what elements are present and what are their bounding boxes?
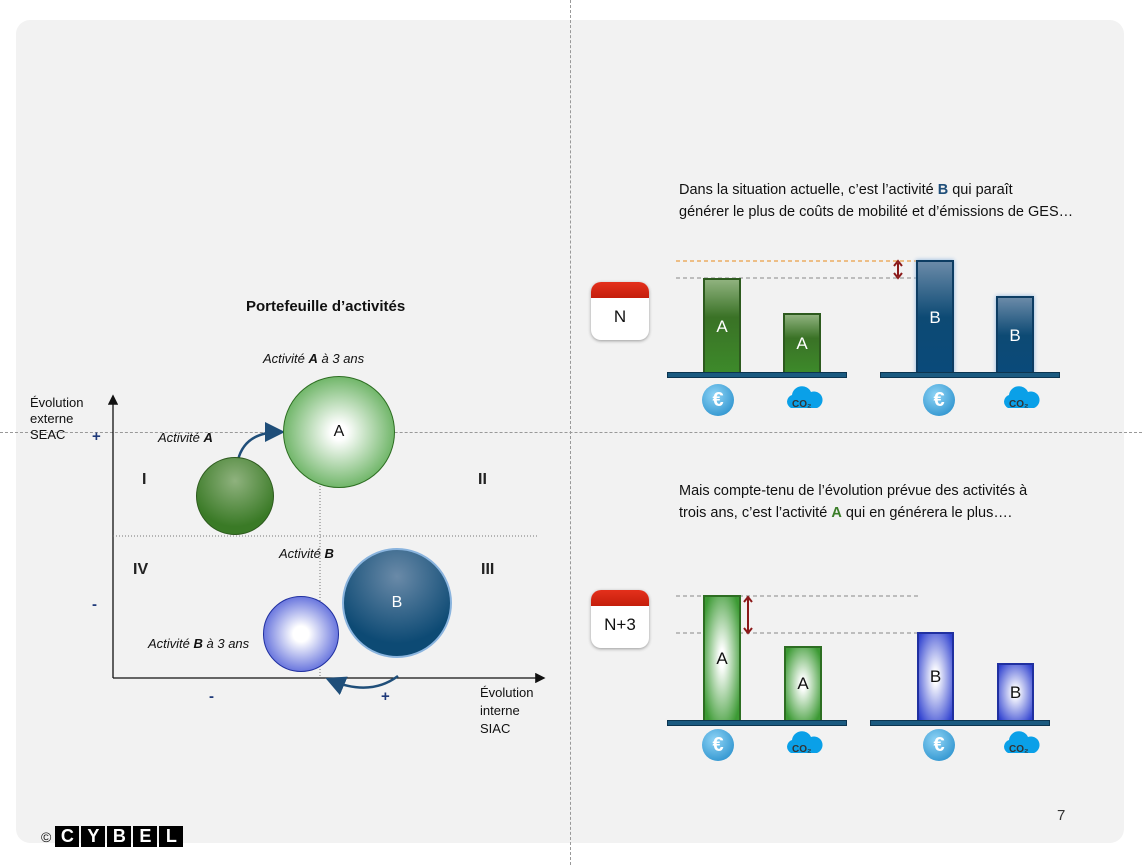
calendar-icon-n: N: [591, 282, 649, 340]
bar-b-cost-n3: B: [917, 632, 954, 722]
x-label-3: SIAC: [480, 721, 511, 736]
page-number: 7: [1057, 807, 1066, 824]
quadrant-iii: III: [481, 561, 495, 578]
label-activity-b: Activité B: [279, 546, 334, 561]
shelf-b-n3: [870, 720, 1050, 726]
x-plus: +: [381, 688, 390, 705]
matrix-title: Portefeuille d’activités: [246, 298, 406, 315]
quadrant-i: I: [142, 471, 147, 488]
y-label-2: externe: [30, 411, 74, 426]
co2-cloud-icon: CO₂: [783, 727, 823, 764]
bubble-a: [196, 457, 274, 535]
y-plus: +: [92, 428, 101, 445]
x-axis-label: Évolution interne SIAC: [480, 684, 533, 738]
bar-b-cost-n: B: [916, 260, 954, 375]
calendar-icon-n3: N+3: [591, 590, 649, 648]
bar-b-co2-n: B: [996, 296, 1034, 375]
y-label-3: SEAC: [30, 427, 66, 442]
x-minus: -: [209, 688, 214, 705]
euro-icon: €: [702, 729, 734, 761]
bar-b-co2-n3: B: [997, 663, 1034, 722]
y-minus: -: [92, 596, 97, 613]
y-axis-label: Évolution externe SEAC: [30, 395, 83, 443]
arrow-a: [236, 422, 285, 461]
shelf-a-n: [667, 372, 847, 378]
euro-icon: €: [923, 384, 955, 416]
label-activity-b-3y: Activité B à 3 ans: [148, 636, 250, 651]
bubble-b-3y: [263, 596, 339, 672]
x-label-2: interne: [480, 703, 520, 718]
shelf-a-n3: [667, 720, 847, 726]
bar-a-cost-n3: A: [703, 595, 741, 722]
bar-a-co2-n3: A: [784, 646, 822, 722]
bubble-b-label: B: [391, 594, 403, 611]
quadrant-ii: II: [478, 471, 487, 488]
bubble-b: B: [342, 548, 452, 658]
label-activity-a-3y: Activité A à 3 ans: [263, 351, 365, 366]
bar-a-cost-n: A: [703, 278, 741, 375]
euro-icon: €: [702, 384, 734, 416]
text-current: Dans la situation actuelle, c’est l’acti…: [679, 182, 1074, 220]
bubble-a-label: A: [333, 423, 345, 440]
cybel-logo: © C Y B E L: [41, 826, 184, 847]
quadrant-iv: IV: [133, 561, 149, 578]
euro-icon: €: [923, 729, 955, 761]
co2-cloud-icon: CO₂: [1000, 727, 1040, 764]
label-activity-a: Activité A: [158, 430, 213, 445]
diff-arrow-1: [893, 259, 903, 280]
text-future: Mais compte-tenu de l’évolution prévue d…: [679, 483, 1028, 521]
arrow-b: [325, 674, 399, 696]
bar-a-co2-n: A: [783, 313, 821, 375]
co2-cloud-icon: CO₂: [1000, 382, 1040, 419]
guide-horizontal: [0, 432, 1142, 433]
y-label-1: Évolution: [30, 395, 84, 410]
shelf-b-n: [880, 372, 1060, 378]
diff-arrow-2: [743, 595, 753, 635]
co2-cloud-icon: CO₂: [783, 382, 823, 419]
bubble-a-3y: A: [283, 376, 395, 488]
x-label-1: Évolution: [480, 685, 534, 700]
